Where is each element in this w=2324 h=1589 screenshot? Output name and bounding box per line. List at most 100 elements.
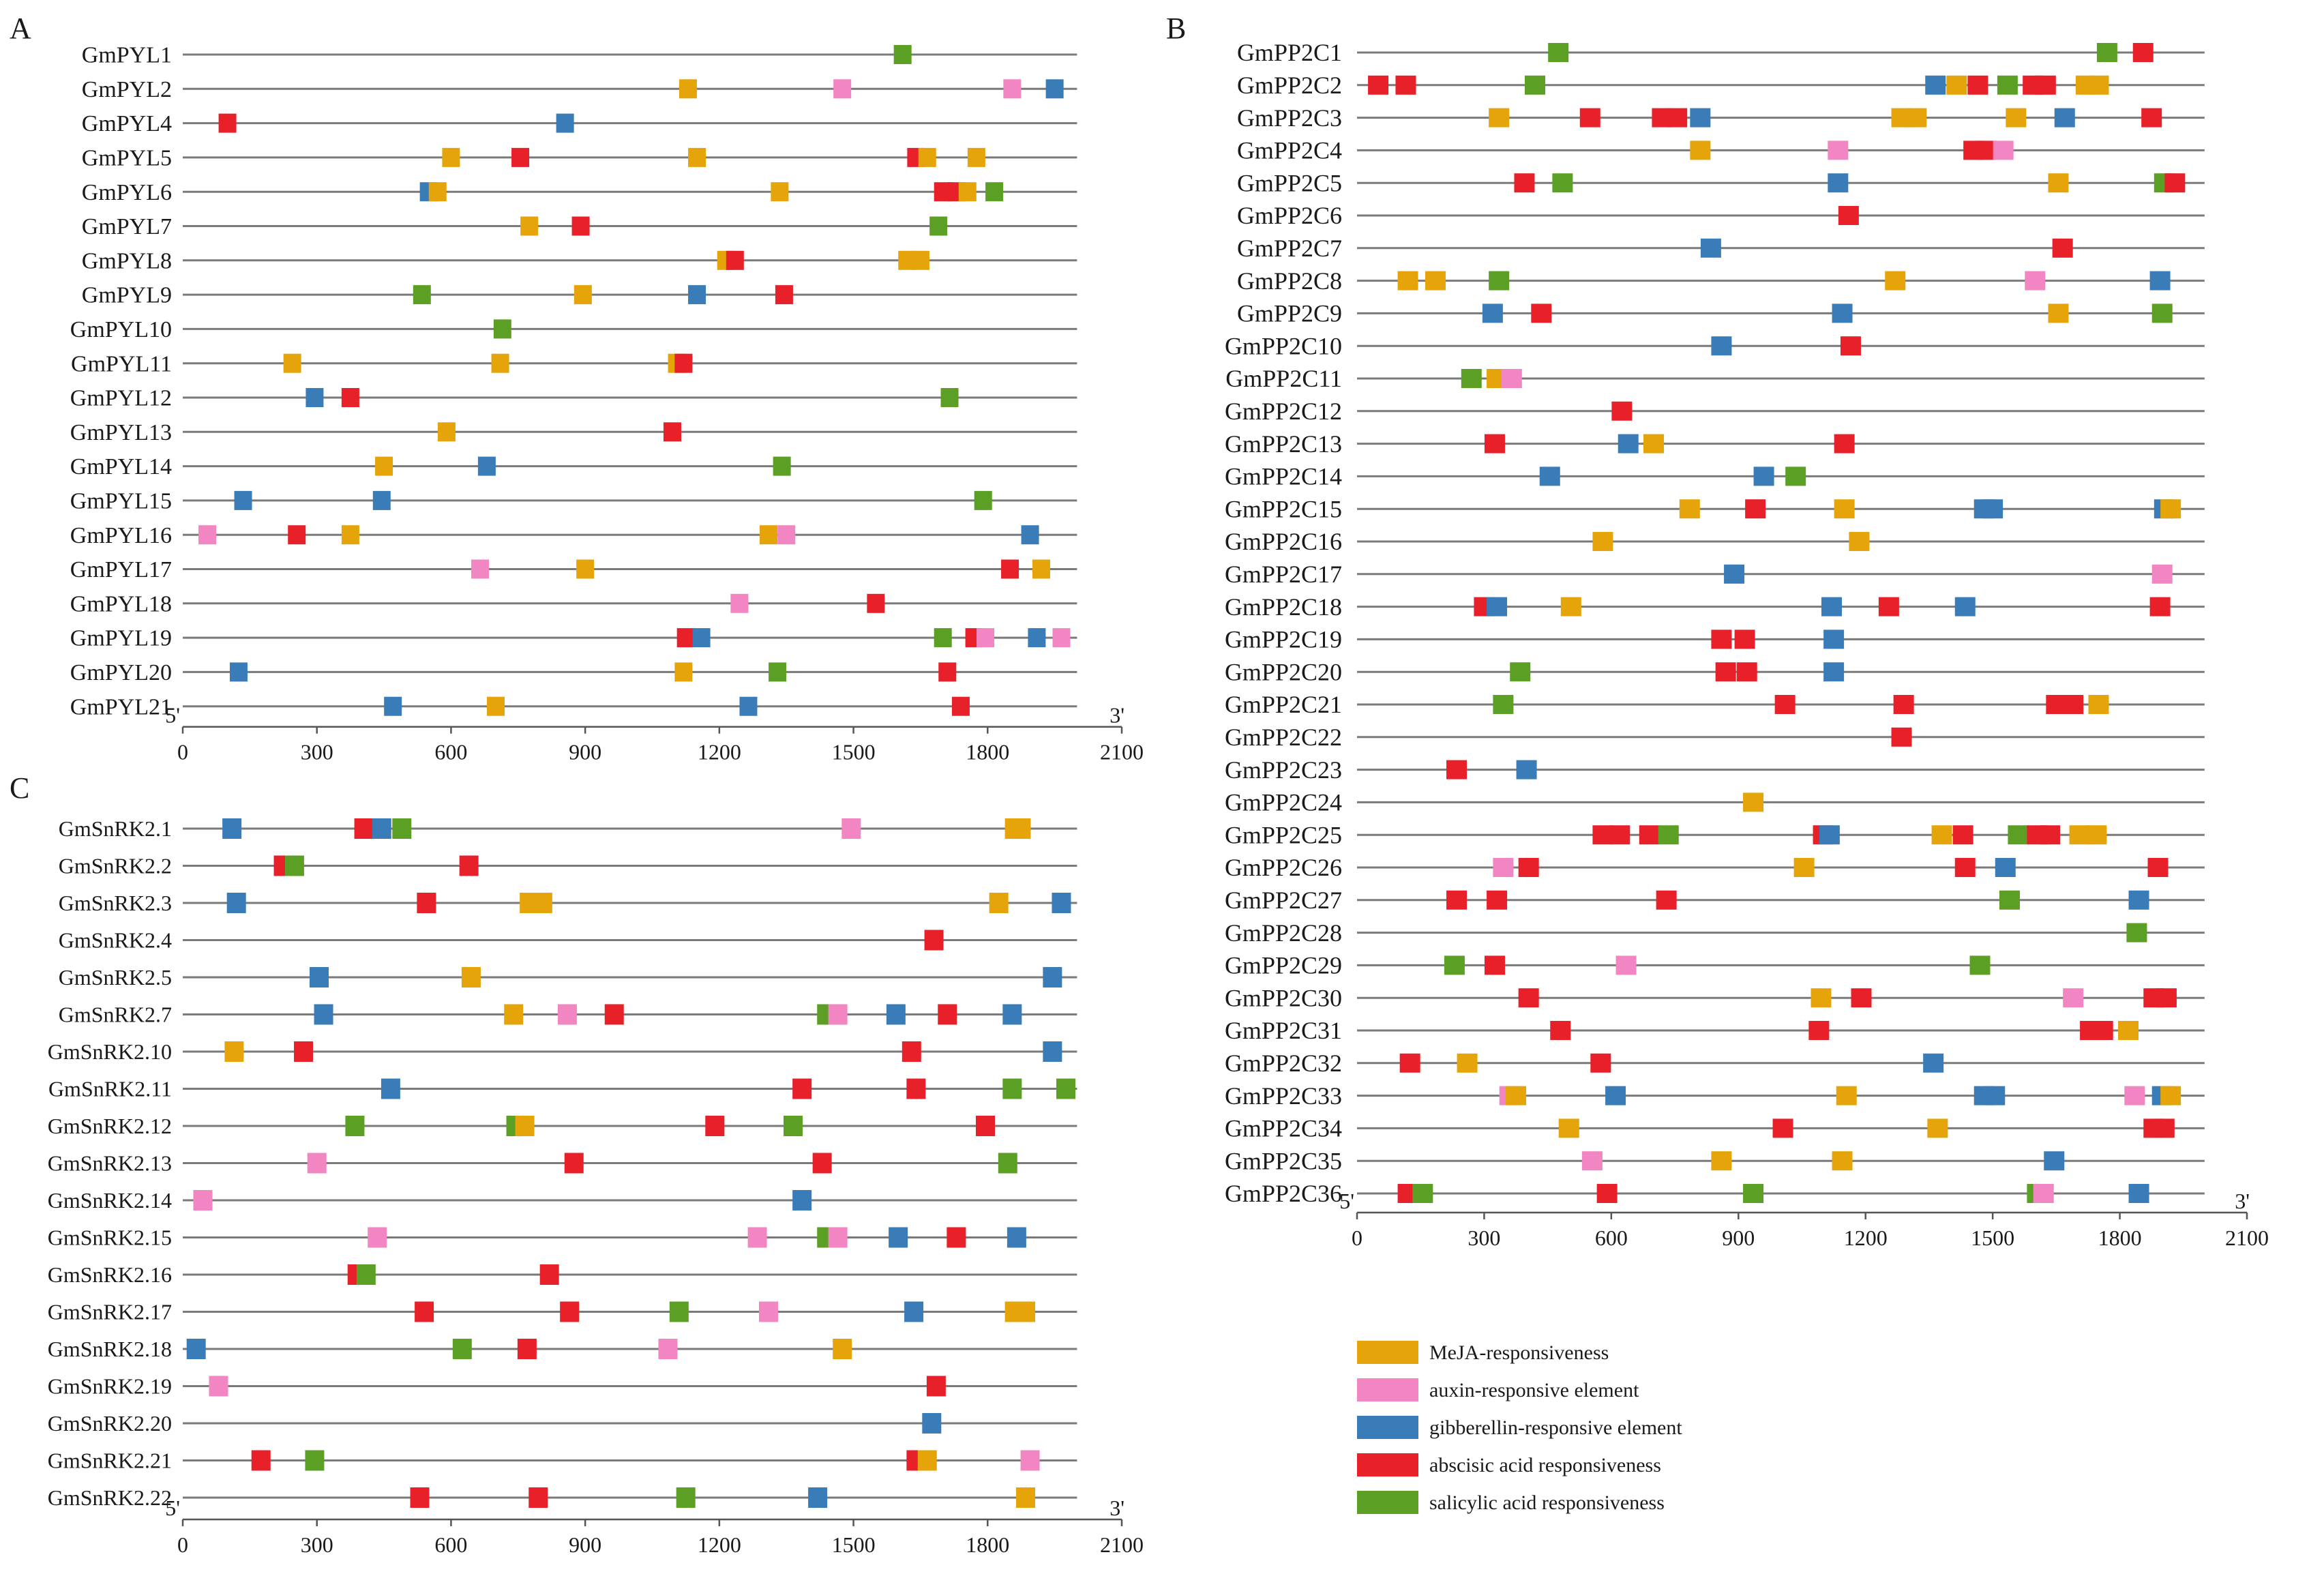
cis-element-box xyxy=(1954,597,1976,617)
cis-element-box xyxy=(940,388,959,407)
cis-element-box xyxy=(2044,1151,2065,1171)
cis-element-box xyxy=(669,1301,689,1322)
cis-element-box xyxy=(658,1339,678,1359)
cis-element-box xyxy=(679,79,697,99)
axis-tick-label: 2100 xyxy=(2225,1226,2269,1250)
cis-element-box xyxy=(198,525,217,545)
cis-element-box xyxy=(2156,988,2177,1008)
cis-element-box xyxy=(688,147,706,167)
legend-swatch xyxy=(1357,1491,1418,1514)
gene-name: GmPYL15 xyxy=(70,488,172,514)
cis-element-box xyxy=(1823,662,1845,682)
gene-row: GmPYL5 xyxy=(82,145,1077,170)
gene-name: GmPP2C26 xyxy=(1225,854,1342,881)
cis-element-box xyxy=(1510,662,1531,682)
cis-element-box xyxy=(283,353,301,373)
cis-element-box xyxy=(218,113,237,133)
gene-name: GmPYL1 xyxy=(82,43,172,68)
gene-row: GmPP2C16 xyxy=(1225,528,2205,555)
gene-name: GmPYL20 xyxy=(70,660,172,685)
cis-element-box xyxy=(477,456,496,476)
cis-element-box xyxy=(2141,108,2162,128)
cis-element-box xyxy=(1552,173,1573,193)
axis-tick-label: 300 xyxy=(301,740,333,764)
cis-element-box xyxy=(2008,825,2029,845)
cis-element-box xyxy=(1482,303,1503,323)
cis-element-box xyxy=(938,1004,957,1025)
five-prime-label: 5' xyxy=(165,1496,180,1520)
panel-a-label: A xyxy=(10,12,31,45)
cis-element-box xyxy=(2096,43,2117,62)
cis-element-box xyxy=(1525,75,1545,95)
gene-row: GmPYL17 xyxy=(70,557,1077,582)
cis-element-box xyxy=(2128,1184,2149,1203)
legend-item: auxin-responsive element xyxy=(1357,1378,1639,1401)
cis-element-box xyxy=(186,1339,206,1359)
cis-element-box xyxy=(1506,1086,1527,1105)
axis-tick-label: 1800 xyxy=(2098,1226,2142,1250)
cis-element-box xyxy=(1397,271,1418,291)
legend-item: gibberellin-responsive element xyxy=(1357,1416,1682,1439)
gene-row: GmSnRK2.22 xyxy=(48,1485,1077,1510)
cis-element-box xyxy=(533,893,552,913)
gene-row: GmSnRK2.19 xyxy=(48,1373,1077,1398)
gene-name: GmSnRK2.3 xyxy=(59,891,172,915)
gene-name: GmPP2C29 xyxy=(1225,952,1342,979)
gene-name: GmPP2C27 xyxy=(1225,887,1342,914)
cis-element-box xyxy=(775,285,793,305)
cis-element-box xyxy=(2124,1086,2145,1105)
cis-element-box xyxy=(309,967,329,987)
cis-element-box xyxy=(1993,140,2014,160)
gene-name: GmSnRK2.21 xyxy=(48,1448,172,1472)
cis-element-box xyxy=(1487,597,1508,617)
gene-name: GmPYL14 xyxy=(70,454,172,479)
cis-element-box xyxy=(471,559,490,579)
cis-element-box xyxy=(1028,628,1046,648)
cis-element-box xyxy=(833,79,852,99)
gene-row: GmPYL7 xyxy=(82,214,1077,239)
gene-name: GmPP2C36 xyxy=(1225,1180,1342,1207)
cis-element-box xyxy=(1609,825,1630,845)
cis-element-box xyxy=(314,1004,333,1025)
axis-tick-label: 900 xyxy=(569,1532,601,1557)
cis-element-box xyxy=(2035,75,2056,95)
gene-row: GmPP2C27 xyxy=(1225,887,2205,914)
cis-element-box xyxy=(341,525,359,545)
cis-element-box xyxy=(833,1339,852,1359)
cis-element-box xyxy=(2128,890,2149,910)
cis-element-box xyxy=(461,967,481,987)
cis-element-box xyxy=(515,1116,535,1136)
axis-tick-label: 1500 xyxy=(832,740,876,764)
cis-element-box xyxy=(1484,955,1505,975)
gene-name: GmPP2C7 xyxy=(1237,235,1342,262)
cis-element-box xyxy=(1514,173,1535,193)
cis-element-box xyxy=(368,1227,387,1248)
axis-tick-label: 600 xyxy=(434,1532,467,1557)
gene-row: GmPYL15 xyxy=(70,488,1077,514)
cis-element-box xyxy=(2040,825,2061,845)
gene-row: GmPYL20 xyxy=(70,660,1077,685)
gene-row: GmPP2C32 xyxy=(1225,1050,2205,1077)
gene-row: GmPP2C22 xyxy=(1225,724,2205,751)
cis-element-box xyxy=(1811,988,1832,1008)
cis-element-box xyxy=(381,1078,400,1099)
gene-name: GmPYL12 xyxy=(70,386,172,411)
cis-element-box xyxy=(284,855,304,876)
cis-element-box xyxy=(917,1450,937,1471)
gene-row: GmPP2C25 xyxy=(1225,821,2205,848)
gene-row: GmPYL13 xyxy=(70,420,1077,445)
gene-row: GmSnRK2.18 xyxy=(48,1337,1077,1361)
cis-element-box xyxy=(1840,336,1861,356)
cis-element-box xyxy=(2147,858,2169,877)
cis-element-box xyxy=(1878,597,1899,617)
gene-name: GmPYL21 xyxy=(70,694,172,719)
gene-name: GmPP2C14 xyxy=(1225,463,1342,490)
gene-name: GmPP2C9 xyxy=(1237,300,1342,327)
gene-name: GmPP2C13 xyxy=(1225,430,1342,458)
axis-tick-label: 2100 xyxy=(1100,1532,1144,1557)
gene-name: GmPP2C21 xyxy=(1225,691,1342,718)
cis-element-box xyxy=(1658,825,1679,845)
cis-element-box xyxy=(234,490,252,510)
gene-row: GmPP2C2 xyxy=(1237,72,2205,99)
cis-element-box xyxy=(934,628,952,648)
